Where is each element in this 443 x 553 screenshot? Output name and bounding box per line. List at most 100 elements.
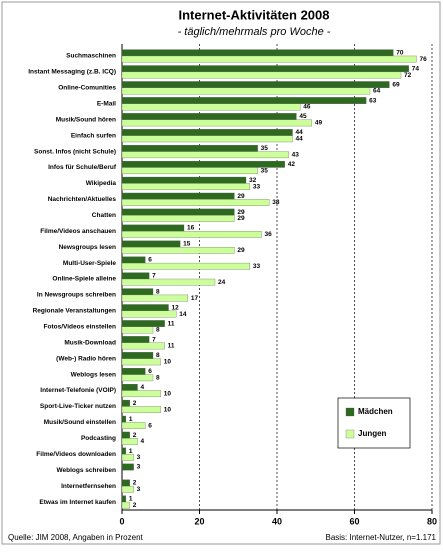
value-label: 38 (272, 199, 280, 206)
value-label: 10 (164, 359, 172, 366)
bar (121, 199, 270, 206)
bar (121, 336, 150, 343)
value-label: 69 (392, 81, 400, 88)
category-label: Filme/Videos anschauen (40, 228, 116, 235)
bar (121, 485, 134, 493)
value-label: 45 (299, 113, 307, 120)
bar (121, 368, 146, 375)
category-label: Weblogs schreiben (57, 467, 117, 474)
bar (121, 87, 371, 95)
category-label: Internetfernsehen (61, 483, 116, 490)
bar (121, 326, 154, 334)
chart-subtitle: - täglich/mehrmals pro Woche - (178, 26, 331, 38)
value-label: 1 (129, 416, 133, 423)
x-tick-label: 0 (119, 516, 124, 526)
category-label: Einfach surfen (71, 132, 116, 139)
bar (121, 390, 161, 398)
value-label: 7 (152, 336, 156, 343)
category-label: Instant Messaging (z.B. ICQ) (28, 69, 116, 76)
category-label: Sonst. Infos (nicht Schule) (34, 148, 116, 155)
category-label: Weblogs lesen (71, 371, 116, 378)
bar (121, 183, 251, 190)
value-label: 14 (179, 311, 187, 318)
legend-box (337, 397, 411, 449)
bar (121, 278, 216, 286)
value-label: 2 (133, 480, 137, 487)
bar (121, 208, 235, 216)
value-label: 3 (137, 486, 141, 493)
value-label: 29 (237, 247, 245, 254)
legend-label: Jungen (358, 429, 387, 438)
category-label: Internet-Telefonie (VOIP) (40, 387, 116, 394)
value-label: 15 (183, 241, 191, 248)
value-label: 64 (373, 88, 381, 95)
category-label: Multi-User-Spiele (63, 260, 116, 267)
value-label: 16 (187, 225, 195, 232)
bar (121, 192, 235, 200)
value-label: 4 (141, 438, 145, 445)
bar (121, 215, 235, 222)
bar (121, 358, 161, 366)
category-label: Musik-Download (64, 339, 116, 346)
value-label: 8 (156, 352, 160, 359)
bar (121, 49, 394, 57)
bar (121, 262, 251, 270)
value-label: 8 (156, 327, 160, 334)
value-label: 10 (164, 406, 172, 413)
bar (121, 103, 301, 111)
bar (121, 406, 161, 413)
value-label: 42 (288, 161, 296, 168)
value-label: 44 (296, 129, 304, 136)
value-label: 76 (420, 56, 428, 63)
value-label: 11 (168, 320, 175, 327)
value-label: 70 (396, 49, 404, 56)
x-tick-label: 20 (194, 516, 204, 526)
bar (121, 145, 258, 152)
category-label: In Newsgroups schreiben (37, 292, 116, 299)
value-label: 29 (237, 209, 245, 216)
value-label: 8 (156, 374, 160, 381)
bar (121, 383, 138, 391)
value-label: 33 (253, 263, 261, 270)
value-label: 6 (148, 422, 152, 429)
bar (121, 272, 150, 280)
bar (121, 240, 181, 248)
category-label: Wikipedia (86, 180, 117, 187)
value-label: 29 (237, 215, 245, 222)
legend-swatch (345, 407, 355, 417)
category-label: Suchmaschinen (66, 53, 116, 60)
value-label: 33 (253, 183, 261, 190)
value-label: 29 (237, 193, 245, 200)
value-label: 10 (164, 390, 172, 397)
category-label: Chatten (92, 212, 116, 219)
value-label: 2 (133, 432, 137, 439)
x-tick-label: 60 (349, 516, 359, 526)
bar (121, 438, 138, 445)
value-label: 1 (129, 448, 133, 455)
bar (121, 501, 130, 509)
value-label: 12 (172, 304, 180, 311)
value-label: 2 (133, 502, 137, 509)
value-label: 46 (303, 104, 311, 111)
bar (121, 167, 258, 175)
x-tick-label: 80 (427, 516, 437, 526)
value-label: 49 (315, 120, 323, 127)
bar (121, 231, 262, 238)
bar (121, 495, 127, 503)
value-label: 3 (137, 464, 141, 471)
bar (121, 81, 390, 88)
bar (121, 97, 367, 104)
category-label: (Web-) Radio hören (56, 355, 116, 362)
value-label: 24 (218, 279, 226, 286)
bar (121, 176, 247, 184)
bar (121, 422, 146, 429)
value-label: 74 (412, 65, 420, 72)
category-label: Musik/Sound einstellen (44, 419, 116, 426)
category-label: Regionale Veranstaltungen (33, 308, 116, 315)
bar (121, 119, 313, 127)
bar (121, 256, 146, 264)
category-label: Newsgroups lesen (59, 244, 116, 251)
value-label: 4 (141, 384, 145, 391)
x-tick-label: 40 (272, 516, 282, 526)
